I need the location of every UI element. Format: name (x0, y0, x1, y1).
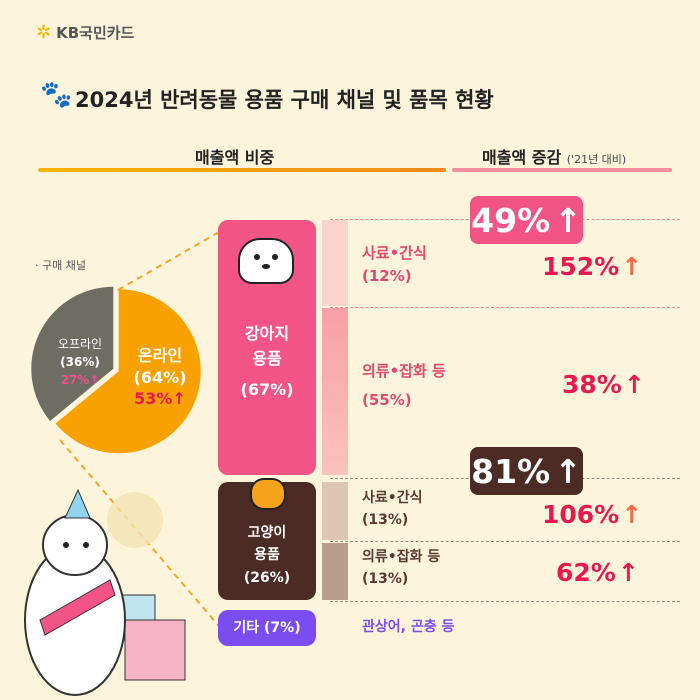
connector-top (117, 219, 241, 291)
badge-dog-growth: 49% ↑ (470, 196, 583, 244)
label-cat-food: 사료•간식 (13%) (362, 490, 423, 528)
pie-slice-online (55, 289, 201, 454)
kb-star-icon: ✲ (36, 22, 52, 43)
growth-cat-goods: 62% ↑ (556, 558, 639, 587)
divider (330, 307, 680, 308)
subbar-cat-food (322, 482, 348, 540)
brand-logo: ✲ KB국민카드 (36, 22, 135, 43)
up-arrow-icon: ↑ (617, 558, 639, 587)
online-label: 온라인 (64%) 53%↑ (133, 346, 187, 409)
bar-etc: 기타 (7%) (218, 610, 316, 646)
subbar-dog-food (322, 220, 348, 306)
up-arrow-icon: ↑ (554, 200, 582, 240)
up-arrow-icon: ↑ (172, 389, 186, 409)
growth-header: 매출액 증감 ('21년 대비) (482, 148, 627, 167)
cat-face-icon (250, 478, 286, 510)
label-etc: 관상어, 곤충 등 (362, 619, 455, 635)
divider (330, 541, 680, 542)
label-dog-food: 사료•간식 (12%) (362, 244, 427, 286)
channel-label: · 구매 채널 (35, 259, 86, 272)
channel-pie (31, 286, 201, 454)
label-dog-goods: 의류•잡화 등 (55%) (362, 362, 446, 410)
paw-icon: 🐾 (40, 80, 73, 110)
growth-cat-food: 106% ↑ (542, 500, 643, 529)
share-header: 매출액 비중 (195, 148, 275, 167)
birthday-dog-illustration (24, 488, 186, 696)
bar-dog: 강아지 용품 (67%) (218, 220, 316, 475)
share-underline (38, 168, 446, 172)
growth-underline (452, 168, 672, 172)
up-arrow-icon: ↑ (621, 252, 643, 281)
pie-slice-offline (31, 286, 114, 421)
up-arrow-icon: ↑ (554, 451, 582, 491)
dog-face-icon (238, 238, 294, 284)
growth-dog-goods: 38% ↑ (562, 370, 645, 399)
page-title: 2024년 반려동물 용품 구매 채널 및 품목 현황 (75, 88, 494, 112)
label-cat-goods: 의류•잡화 등 (13%) (362, 549, 441, 587)
subbar-cat-goods (322, 543, 348, 600)
offline-label: 오프라인 (36%) 27%↑ (57, 337, 103, 387)
up-arrow-icon: ↑ (621, 500, 643, 529)
growth-dog-food: 152% ↑ (542, 252, 643, 281)
subbar-dog-goods (322, 308, 348, 475)
up-arrow-icon: ↑ (623, 370, 645, 399)
divider (330, 601, 680, 602)
up-arrow-icon: ↑ (89, 373, 100, 387)
badge-cat-growth: 81% ↑ (470, 447, 583, 495)
